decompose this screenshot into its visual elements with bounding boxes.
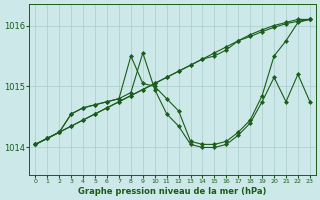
X-axis label: Graphe pression niveau de la mer (hPa): Graphe pression niveau de la mer (hPa) <box>78 187 267 196</box>
